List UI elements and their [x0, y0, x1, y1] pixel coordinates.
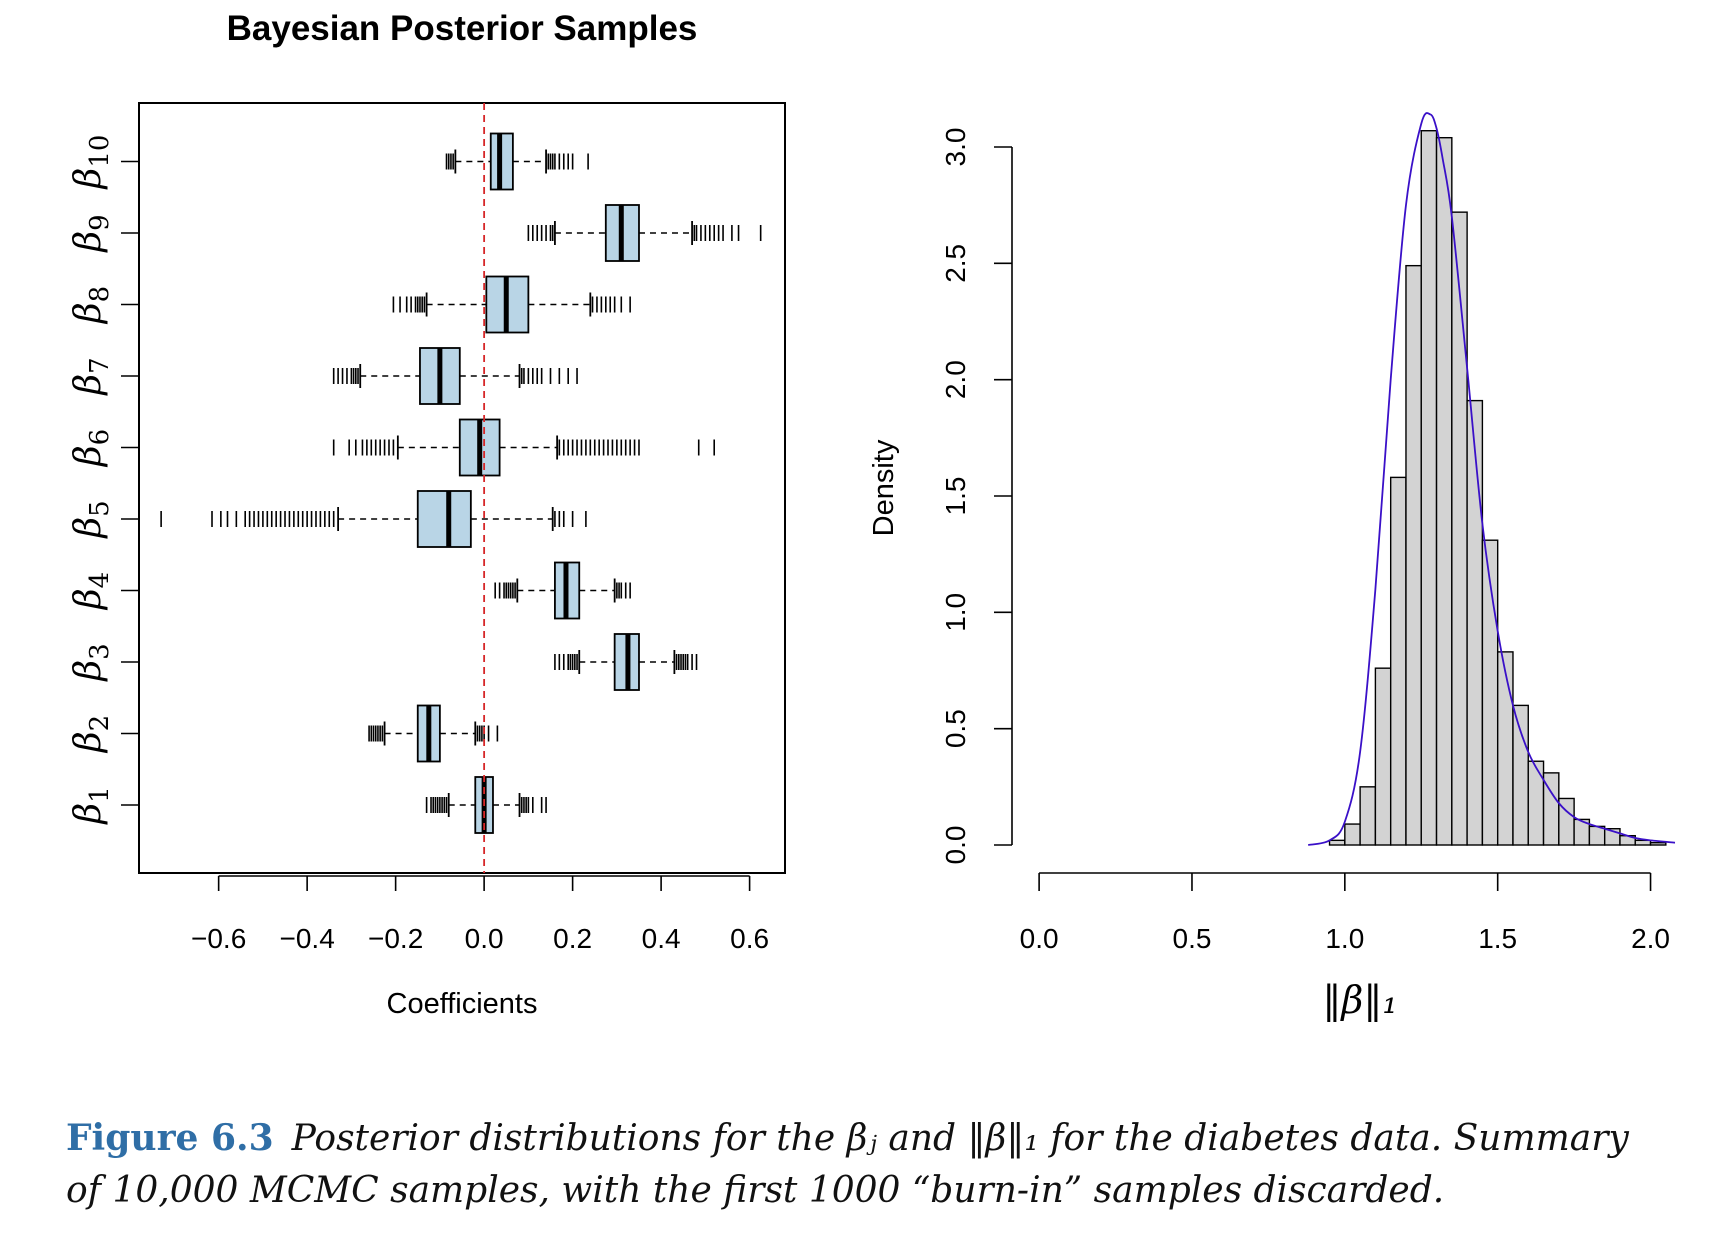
histogram-bar — [1527, 760, 1545, 846]
histogram-bar — [1389, 476, 1407, 846]
y-tick-label: 3.0 — [940, 128, 971, 167]
x-tick-label: 1.5 — [1478, 923, 1517, 954]
y-tick-label: 0.0 — [940, 826, 971, 865]
box-series-7 — [332, 347, 578, 405]
histogram-bar — [1451, 211, 1468, 846]
y-tick-label: β8 — [68, 286, 115, 325]
histogram-bar — [1374, 667, 1392, 846]
y-tick-label-subscript: 3 — [85, 643, 115, 660]
y-tick-label-subscript: 6 — [85, 429, 115, 446]
y-tick-label: β7 — [68, 357, 115, 396]
histogram-bar — [1405, 264, 1422, 846]
x-tick-label: 0.0 — [1020, 923, 1059, 954]
density-curve — [1307, 112, 1676, 846]
y-tick-label: β5 — [68, 500, 115, 539]
y-tick-label-subscript: 9 — [85, 214, 115, 231]
histogram-bar — [1466, 399, 1484, 846]
y-tick-label-subscript: 2 — [85, 715, 115, 732]
box-series-2 — [368, 704, 499, 763]
box-series-3 — [554, 633, 698, 691]
x-tick-label: 0.6 — [730, 923, 769, 954]
figure-caption: Figure 6.3 Posterior distributions for th… — [66, 1112, 1666, 1217]
y-tick-label-subscript: 4 — [85, 572, 115, 589]
box-series-8 — [392, 275, 631, 334]
y-tick-label: 2.5 — [940, 244, 971, 283]
histogram-x-label: ‖β‖₁ — [1322, 978, 1397, 1022]
y-tick-label: β9 — [68, 214, 115, 253]
boxplot-x-label: Coefficients — [387, 988, 538, 1020]
y-tick-label: β4 — [68, 572, 115, 611]
histogram-x-axis: 0.0 0.5 1.0 1.5 2.0 — [1020, 872, 1670, 954]
histogram-bar — [1634, 839, 1652, 846]
y-tick-label-subscript: 5 — [85, 500, 115, 517]
x-tick-label: 1.0 — [1325, 923, 1364, 954]
histogram-bar — [1344, 823, 1361, 846]
x-tick-label: 2.0 — [1631, 923, 1670, 954]
histogram-bar — [1328, 839, 1346, 846]
y-tick-label: β10 — [68, 135, 115, 191]
y-tick-label-subscript: 1 — [85, 786, 115, 803]
histogram-panel: 0.0 0.5 1.0 1.5 2.0 0.0 0.5 1.0 1.5 2.0 2.5 3.0 De… — [868, 112, 1676, 1022]
histogram-content — [1307, 112, 1676, 846]
box-series-4 — [494, 561, 631, 620]
y-tick-label-subscript: 7 — [85, 357, 115, 374]
boxplot-panel: Bayesian Posterior Samples −0.6 −0.4 −0.2 0… — [68, 9, 786, 1020]
y-tick-label: β6 — [68, 429, 115, 468]
caption-label: Figure 6.3 — [66, 1117, 274, 1159]
box-series-6 — [332, 418, 716, 477]
y-tick-label-subscript: 10 — [85, 135, 115, 168]
box — [416, 490, 472, 548]
x-tick-label: −0.4 — [279, 923, 334, 954]
box-series-1 — [425, 776, 547, 834]
y-tick-label: β2 — [68, 715, 115, 754]
x-tick-label: −0.2 — [368, 923, 423, 954]
histogram-y-axis: 0.0 0.5 1.0 1.5 2.0 2.5 3.0 — [940, 128, 1013, 865]
y-tick-label: 1.5 — [940, 477, 971, 516]
caption-text: Posterior distributions for the βⱼ and ‖… — [66, 1118, 1629, 1211]
y-tick-label: 2.0 — [940, 360, 971, 399]
boxplot-frame — [138, 102, 786, 874]
box-series-5 — [160, 490, 587, 548]
histogram-bar — [1435, 136, 1453, 846]
y-tick-label: β3 — [68, 643, 115, 682]
x-tick-label: 0.2 — [553, 923, 592, 954]
histogram-bar — [1649, 841, 1667, 846]
x-tick-label: 0.4 — [642, 923, 681, 954]
histogram-y-label: Density — [868, 439, 900, 536]
x-tick-label: −0.6 — [191, 923, 246, 954]
x-tick-label: 0.0 — [465, 923, 504, 954]
boxplot-content — [160, 103, 762, 873]
histogram-bar — [1588, 825, 1606, 846]
x-tick-label: 0.5 — [1173, 923, 1212, 954]
y-tick-label-subscript: 8 — [85, 286, 115, 303]
boxplot-title: Bayesian Posterior Samples — [227, 9, 698, 48]
box-series-10 — [445, 132, 589, 191]
histogram-bar — [1512, 704, 1529, 846]
histogram-bar — [1359, 786, 1377, 846]
boxplot-y-axis: β1 β2 β3 β4 β5 β6 β7 β8 β9 β10 — [68, 135, 140, 826]
histogram-bar — [1420, 130, 1438, 846]
box-series-9 — [527, 204, 762, 262]
y-tick-label: 0.5 — [940, 709, 971, 748]
boxplot-x-axis: −0.6 −0.4 −0.2 0.0 0.2 0.4 0.6 — [191, 875, 769, 954]
histogram-bar — [1496, 651, 1514, 846]
y-tick-label: 1.0 — [940, 593, 971, 632]
y-tick-label: β1 — [68, 786, 115, 825]
